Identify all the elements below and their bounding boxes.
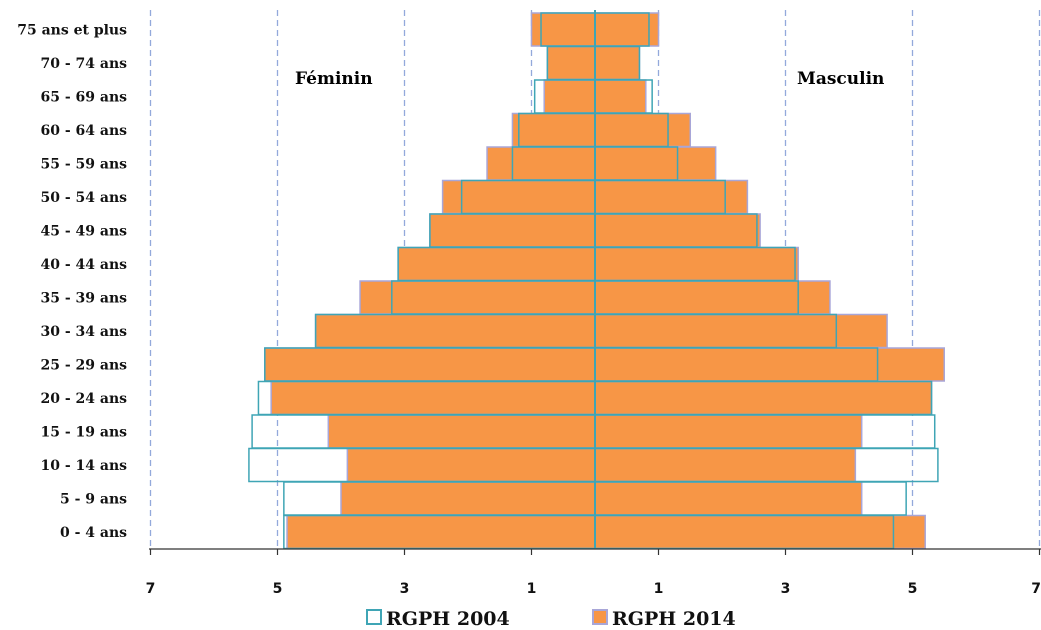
x-tick-label: 7 xyxy=(1031,581,1041,597)
masculin-label: Masculin xyxy=(797,69,884,89)
bar-2014-male xyxy=(594,146,717,181)
age-group-label: 0 - 4 ans xyxy=(60,525,127,541)
legend: RGPH 2004 RGPH 2014 xyxy=(366,608,736,630)
bar-2014-male xyxy=(594,380,933,416)
age-group-label: 65 - 69 ans xyxy=(40,90,127,106)
x-tick-label: 1 xyxy=(527,581,537,597)
bar-2014-male xyxy=(594,280,831,315)
bar-2014-female xyxy=(359,280,596,315)
bar-2014-female xyxy=(264,347,596,382)
x-tick-label: 5 xyxy=(908,581,918,597)
age-group-label: 70 - 74 ans xyxy=(40,56,127,72)
y-axis-labels: 0 - 4 ans 5 - 9 ans 10 - 14 ans 15 - 19 ans… xyxy=(17,23,127,542)
age-group-label: 55 - 59 ans xyxy=(40,157,127,173)
x-tick-label: 7 xyxy=(146,581,156,597)
age-group-label: 35 - 39 ans xyxy=(40,291,127,307)
age-group-label: 5 - 9 ans xyxy=(60,492,127,508)
bar-2014-female xyxy=(340,481,596,516)
age-group-label: 40 - 44 ans xyxy=(40,257,127,273)
legend-swatch-rgph-2004 xyxy=(366,609,382,625)
x-tick-label: 3 xyxy=(400,581,410,597)
bar-2014-male xyxy=(594,447,857,483)
age-group-label: 75 ans et plus xyxy=(17,23,127,39)
legend-label-rgph-2014: RGPH 2014 xyxy=(612,608,736,630)
bar-2014-female xyxy=(327,414,596,449)
x-axis-ticks: 7 5 3 1 1 3 5 7 xyxy=(146,549,1041,597)
bar-2014-female xyxy=(346,447,596,483)
age-group-label: 15 - 19 ans xyxy=(40,425,127,441)
legend-label-rgph-2004: RGPH 2004 xyxy=(386,608,510,630)
bar-2014-female xyxy=(286,514,596,550)
age-group-label: 45 - 49 ans xyxy=(40,224,127,240)
age-group-label: 10 - 14 ans xyxy=(40,458,127,474)
bar-2014-female xyxy=(270,380,596,416)
bar-2014-female xyxy=(546,45,596,81)
bar-2014-female xyxy=(511,112,596,148)
bar-2014-female xyxy=(429,213,596,248)
bar-2014-male xyxy=(594,45,641,81)
legend-swatch-rgph-2014 xyxy=(592,609,608,625)
age-group-label: 20 - 24 ans xyxy=(40,391,127,407)
bar-2014-female xyxy=(397,246,596,282)
x-tick-label: 5 xyxy=(273,581,283,597)
age-group-label: 60 - 64 ans xyxy=(40,123,127,139)
bar-2014-male xyxy=(594,514,926,550)
bar-2014-male xyxy=(594,481,863,516)
bar-2014-male xyxy=(594,246,799,282)
bar-2014-male xyxy=(594,112,691,148)
bar-2014-female xyxy=(441,179,596,215)
bar-2014-female xyxy=(486,146,596,181)
bar-2014-male xyxy=(594,313,888,349)
bar-2014-male xyxy=(594,347,945,382)
age-group-label: 25 - 29 ans xyxy=(40,358,127,374)
age-group-label: 50 - 54 ans xyxy=(40,190,127,206)
bar-2014-female xyxy=(314,313,596,349)
bar-2014-female xyxy=(543,79,596,114)
x-tick-label: 3 xyxy=(781,581,791,597)
x-tick-label: 1 xyxy=(654,581,664,597)
feminin-label: Féminin xyxy=(295,69,373,89)
series-rgph-2014 xyxy=(264,12,945,550)
bar-2014-male xyxy=(594,414,863,449)
age-group-label: 30 - 34 ans xyxy=(40,324,127,340)
bar-2014-male xyxy=(594,213,761,248)
bar-2014-male xyxy=(594,79,647,114)
